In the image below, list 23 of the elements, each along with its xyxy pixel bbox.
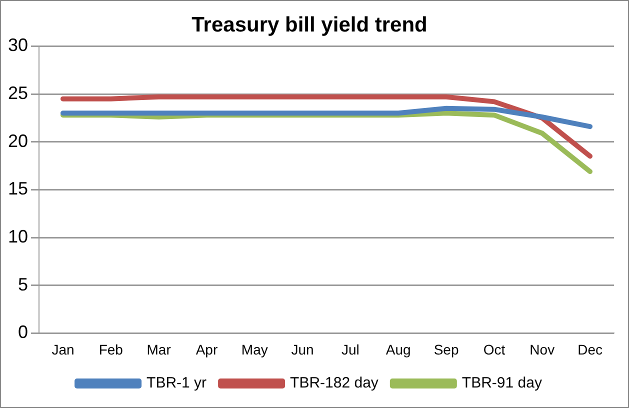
legend-label: TBR-91 day: [462, 374, 542, 392]
x-tick-label: Oct: [483, 341, 506, 358]
chart-title: Treasury bill yield trend: [192, 13, 428, 36]
y-tick-label: 25: [8, 83, 28, 103]
x-tick-label: Mar: [146, 341, 172, 358]
legend-label: TBR-1 yr: [146, 374, 207, 392]
x-tick-label: Dec: [578, 341, 602, 358]
x-tick-label: Nov: [530, 341, 555, 358]
y-tick-label: 10: [8, 226, 28, 246]
x-tick-label: Jan: [52, 341, 74, 358]
x-tick-label: Jul: [342, 341, 360, 358]
x-tick-label: Aug: [386, 341, 411, 358]
y-tick-label: 15: [8, 178, 28, 199]
x-tick-label: Apr: [196, 341, 218, 358]
x-tick-label: May: [241, 341, 268, 358]
y-tick-label: 0: [18, 322, 28, 342]
x-tick-label: Feb: [98, 341, 124, 358]
x-tick-label: Sep: [434, 341, 459, 358]
y-tick-label: 5: [18, 274, 28, 294]
y-tick-label: 30: [8, 35, 28, 56]
x-tick-label: Jun: [291, 341, 314, 358]
legend-label: TBR-182 day: [290, 374, 379, 392]
y-tick-label: 20: [8, 130, 28, 151]
